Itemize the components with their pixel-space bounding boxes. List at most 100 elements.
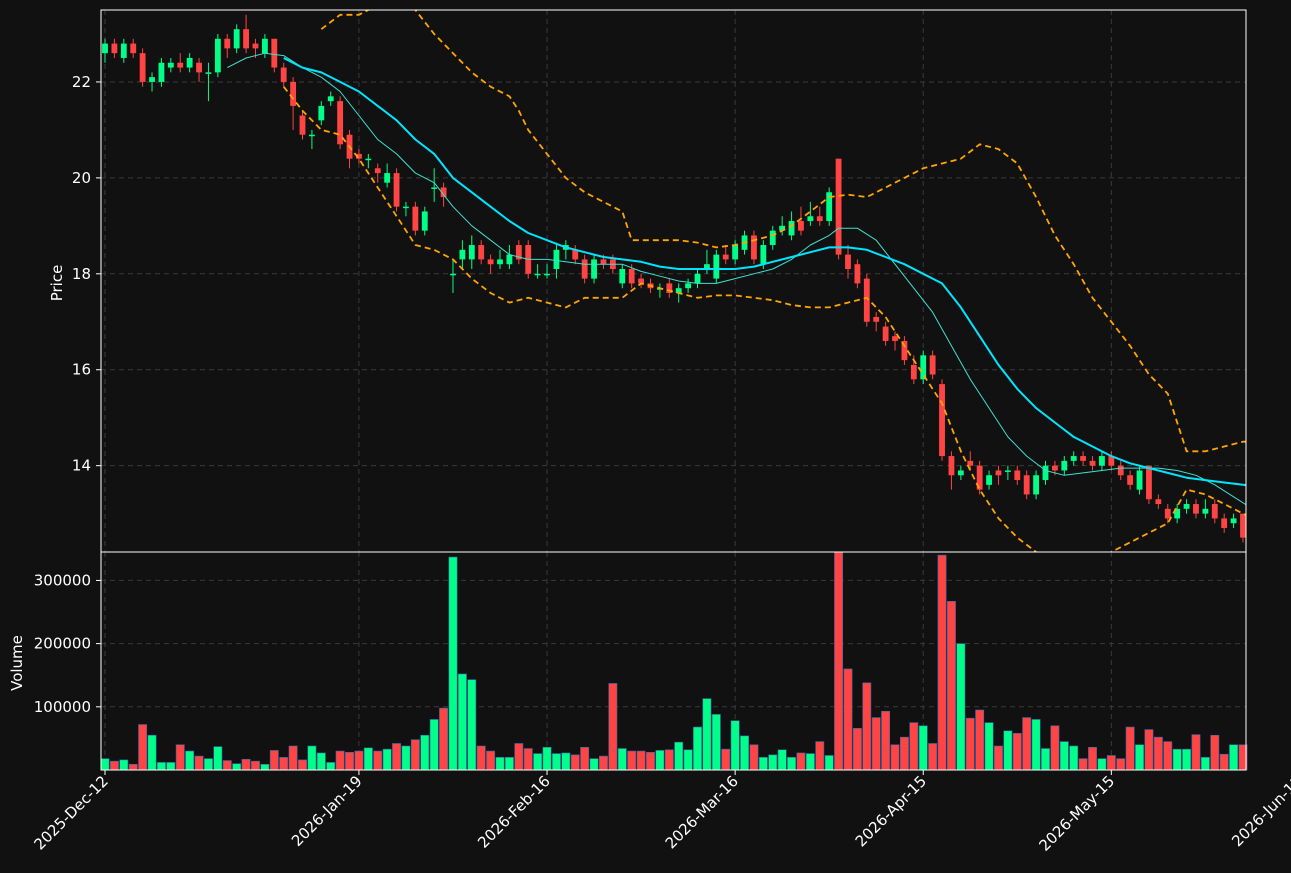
volume-bar-up (204, 758, 213, 771)
candle-down (910, 364, 917, 380)
volume-bar-down (138, 724, 148, 771)
volume-tick-label: 300000 (34, 571, 91, 589)
volume-bar-down (928, 743, 938, 771)
candle-down (356, 153, 362, 159)
volume-bar-down (514, 743, 524, 771)
volume-bar-down (871, 717, 881, 771)
candle-down (939, 384, 945, 457)
candle-up (318, 105, 325, 121)
volume-bar-up (561, 752, 571, 771)
volume-bar-up (918, 725, 928, 771)
volume-bar-up (711, 714, 721, 771)
volume-bar-down (1219, 753, 1229, 771)
candle-up (704, 264, 710, 270)
volume-bar-up (166, 762, 176, 771)
volume-bar-up (730, 720, 740, 771)
volume-bar-up (1200, 757, 1210, 771)
volume-bar-down (128, 764, 138, 771)
volume-bar-down (636, 750, 646, 771)
volume-bar-down (843, 668, 853, 771)
long-moving-average-line (283, 57, 1246, 487)
candle-down (967, 460, 974, 466)
volume-bar-down (862, 682, 872, 771)
price-tick-label: 18 (72, 265, 91, 283)
candle-down (845, 254, 851, 270)
candle-down (1211, 504, 1218, 519)
volume-bar-up (316, 752, 326, 771)
candle-down (243, 29, 249, 49)
volume-bar-up (956, 643, 966, 771)
candle-up (365, 158, 372, 161)
volume-bar-up (683, 749, 693, 771)
candle-up (459, 249, 466, 260)
candle-down (299, 115, 306, 135)
candle-down (863, 278, 870, 322)
volume-bar-up (401, 745, 411, 771)
volume-bar-up (1041, 748, 1050, 771)
candle-up (403, 206, 409, 209)
candle-up (1033, 475, 1040, 495)
volume-bar-up (119, 759, 129, 771)
candle-up (760, 245, 767, 265)
candle-down (1164, 508, 1171, 519)
volume-bar-down (1125, 726, 1135, 771)
volume-bar-up (1003, 730, 1013, 771)
candle-up (149, 77, 155, 82)
volume-bar-down (646, 752, 655, 771)
candle-down (224, 38, 231, 49)
volume-bar-up (1069, 745, 1079, 771)
volume-bar-up (156, 762, 166, 771)
volume-bar-up (551, 753, 561, 771)
price-tick-label: 14 (72, 457, 91, 475)
volume-bar-down (899, 736, 909, 771)
candle-up (1183, 504, 1190, 509)
candle-down (854, 264, 861, 284)
candle-up (591, 259, 597, 279)
price-tick-label: 22 (72, 73, 91, 91)
volume-bar-up (467, 679, 477, 771)
candle-down (816, 216, 823, 222)
candle-down (581, 259, 588, 279)
volume-bar-down (439, 707, 449, 771)
candle-up (544, 273, 550, 276)
volume-bar-up (777, 749, 787, 771)
candle-down (111, 43, 118, 54)
candle-up (1136, 470, 1143, 490)
candle-down (1080, 456, 1087, 461)
volume-bar-down (410, 739, 420, 771)
candle-up (694, 273, 701, 284)
volume-bar-up (420, 734, 430, 771)
volume-panel-frame (100, 551, 1247, 771)
volume-bar-down (975, 709, 985, 771)
volume-bar-down (392, 743, 401, 771)
volume-bar-up (740, 735, 749, 771)
volume-bar-up (232, 763, 242, 771)
volume-bar-up (655, 750, 665, 771)
volume-grid (101, 552, 1246, 770)
candle-up (675, 288, 682, 293)
candle-down (1193, 504, 1199, 514)
volume-bar-up (504, 757, 514, 771)
volume-bar-down (994, 745, 1003, 771)
volume-bar-up (674, 741, 684, 771)
candle-up (920, 355, 927, 380)
volume-bar-down (269, 750, 279, 771)
volume-bar-down (834, 551, 844, 771)
volume-bar-down (599, 755, 608, 771)
candle-down (600, 259, 607, 265)
candle-down (130, 43, 137, 54)
candle-down (440, 187, 447, 198)
volume-bar-down (627, 750, 637, 771)
candle-up (732, 245, 739, 260)
volume-bar-up (824, 755, 834, 771)
candle-down (393, 173, 400, 207)
candle-up (769, 230, 776, 246)
candle-down (1146, 465, 1152, 500)
volume-bar-down (1012, 733, 1022, 771)
volume-bar-down (1116, 758, 1126, 771)
volume-bar-down (1144, 729, 1154, 771)
volume-bar-down (937, 554, 947, 771)
candle-up (1230, 518, 1237, 524)
